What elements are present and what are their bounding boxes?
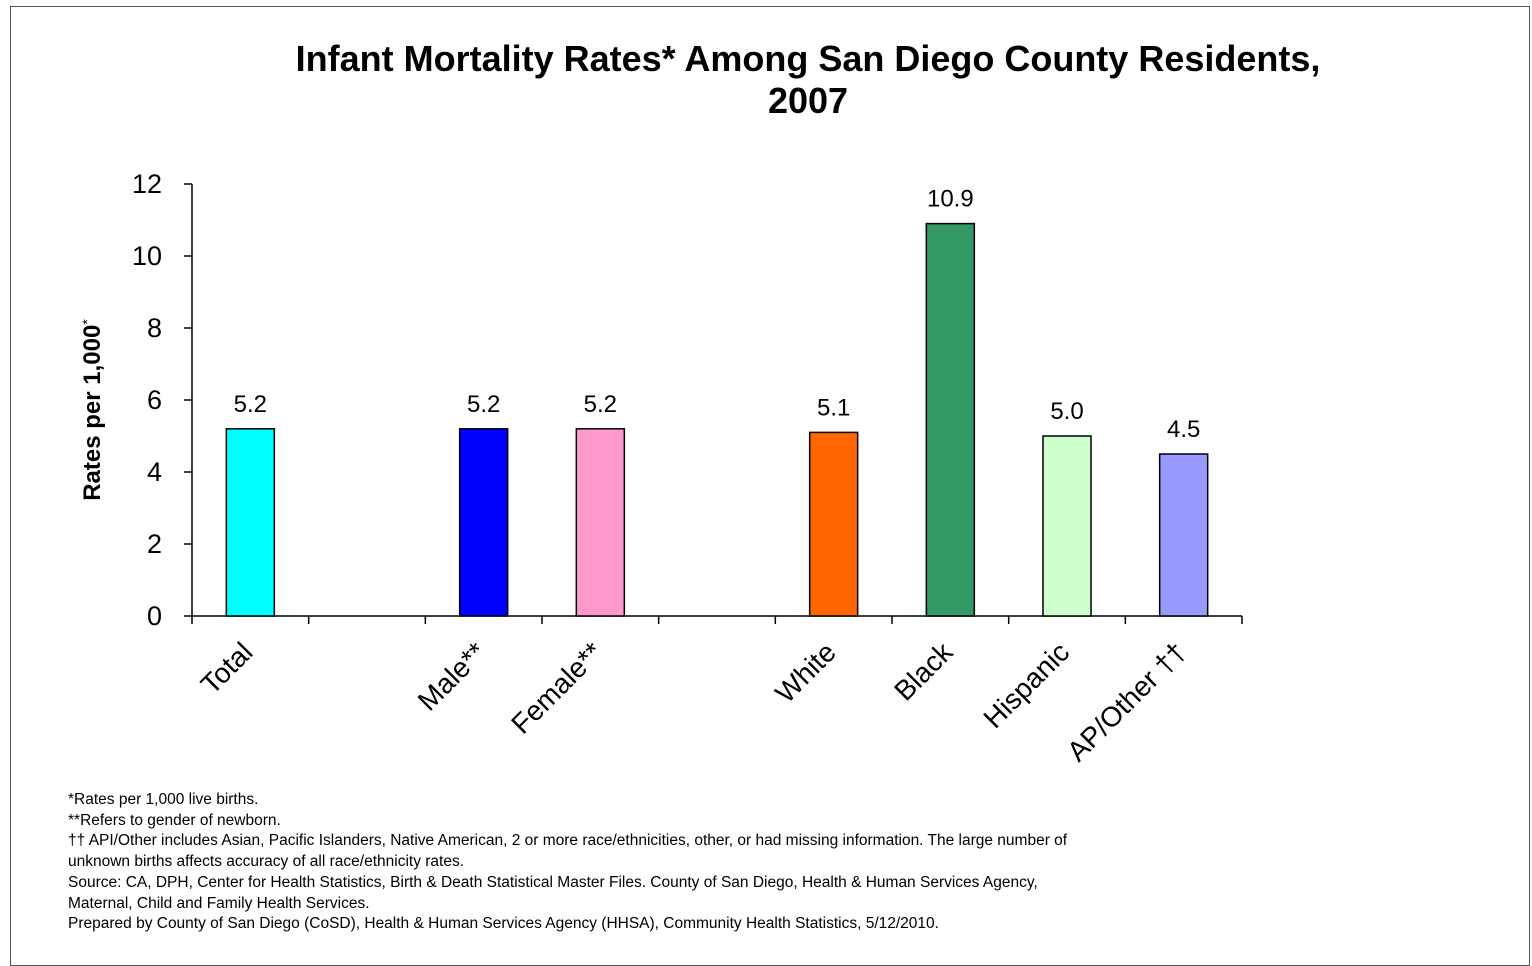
footnote-api-other: †† API/Other includes Asian, Pacific Isl… xyxy=(68,832,1068,850)
bar xyxy=(808,431,859,617)
footnotes: *Rates per 1,000 live births. **Refers t… xyxy=(68,790,1468,935)
x-category-label: Hispanic xyxy=(977,636,1075,734)
footnote-api-other-cont: unknown births affects accuracy of all r… xyxy=(68,853,465,871)
chart-title: Infant Mortality Rates* Among San Diego … xyxy=(0,38,1532,122)
x-category-label: White xyxy=(769,636,842,709)
y-tick-label: 6 xyxy=(147,385,162,415)
footnote-prepared-by: Prepared by County of San Diego (CoSD), … xyxy=(68,915,939,933)
bar xyxy=(1042,435,1092,617)
chart-title-line-1: Infant Mortality Rates* Among San Diego … xyxy=(295,38,1321,79)
bar xyxy=(575,428,626,617)
y-tick-label: 4 xyxy=(147,457,162,487)
bar-value-label: 5.2 xyxy=(234,391,267,418)
y-tick-label: 2 xyxy=(147,529,162,559)
bar-value-label: 5.0 xyxy=(1050,398,1083,425)
bar xyxy=(1158,453,1209,617)
bar xyxy=(458,428,509,617)
x-category-label: AP/Other †† xyxy=(1061,636,1192,767)
bar-value-label: 5.2 xyxy=(467,391,500,418)
bar-value-label: 10.9 xyxy=(927,186,974,213)
chart-title-line-2: 2007 xyxy=(767,80,849,121)
y-tick-label: 8 xyxy=(147,313,162,343)
bar-value-label: 5.1 xyxy=(817,394,850,421)
y-axis-label-text: Rates per 1,000 xyxy=(79,325,106,501)
bar-chart: 0 2 4 6 8 10 12 Rates per 1,000* 5.2 Total 5.2 Male… xyxy=(79,169,1243,767)
bar xyxy=(925,222,976,617)
x-category-label: Black xyxy=(888,636,959,707)
x-category-label: Female** xyxy=(505,636,608,739)
bar-value-label: 4.5 xyxy=(1167,416,1200,443)
y-tick-label: 0 xyxy=(147,601,162,631)
bar-value-label: 5.2 xyxy=(584,391,617,418)
y-axis-label: Rates per 1,000* xyxy=(79,319,106,501)
x-category-label: Male** xyxy=(412,636,492,716)
bar xyxy=(225,428,276,617)
x-category-label: Total xyxy=(195,636,259,700)
footnote-gender: **Refers to gender of newborn. xyxy=(68,811,281,829)
footnote-source: Source: CA, DPH, Center for Health Stati… xyxy=(68,873,1038,891)
footnote-rates: *Rates per 1,000 live births. xyxy=(68,791,259,808)
y-tick-label: 12 xyxy=(132,169,162,199)
footnote-source-cont: Maternal, Child and Family Health Servic… xyxy=(68,894,370,912)
y-tick-label: 10 xyxy=(132,241,162,271)
y-axis-label-superscript: * xyxy=(79,319,95,325)
